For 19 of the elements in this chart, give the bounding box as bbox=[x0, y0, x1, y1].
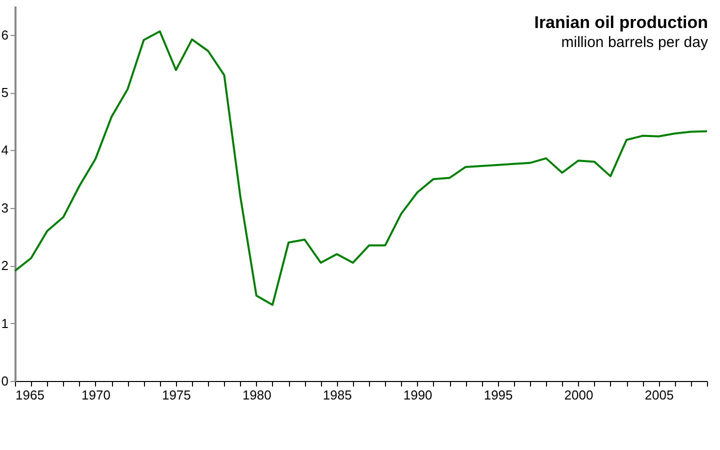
chart-title: Iranian oil production bbox=[534, 13, 708, 32]
x-tick-label: 1980 bbox=[242, 388, 272, 402]
y-tick-label: 1 bbox=[1, 316, 8, 331]
y-tick-label: 2 bbox=[1, 258, 8, 274]
x-tick-label: 1985 bbox=[322, 388, 352, 402]
x-tick-label: 1970 bbox=[82, 388, 110, 402]
x-tick-label: 1995 bbox=[484, 388, 513, 402]
x-tick-label: 1990 bbox=[403, 388, 432, 402]
x-tick-label: 1975 bbox=[162, 388, 191, 402]
x-tick-label: 2000 bbox=[564, 388, 594, 402]
x-tick-label: 2005 bbox=[644, 388, 674, 402]
text: million barrels per day bbox=[561, 34, 708, 51]
y-tick-label: 4 bbox=[1, 142, 8, 158]
line-series bbox=[14, 30, 708, 306]
y-tick-label: 6 bbox=[1, 27, 8, 42]
x-tick-label: 1965 bbox=[16, 388, 44, 402]
y-tick-label: 3 bbox=[1, 200, 8, 216]
y-tick-label: 0 bbox=[1, 374, 8, 388]
y-tick-label: 5 bbox=[1, 85, 8, 100]
